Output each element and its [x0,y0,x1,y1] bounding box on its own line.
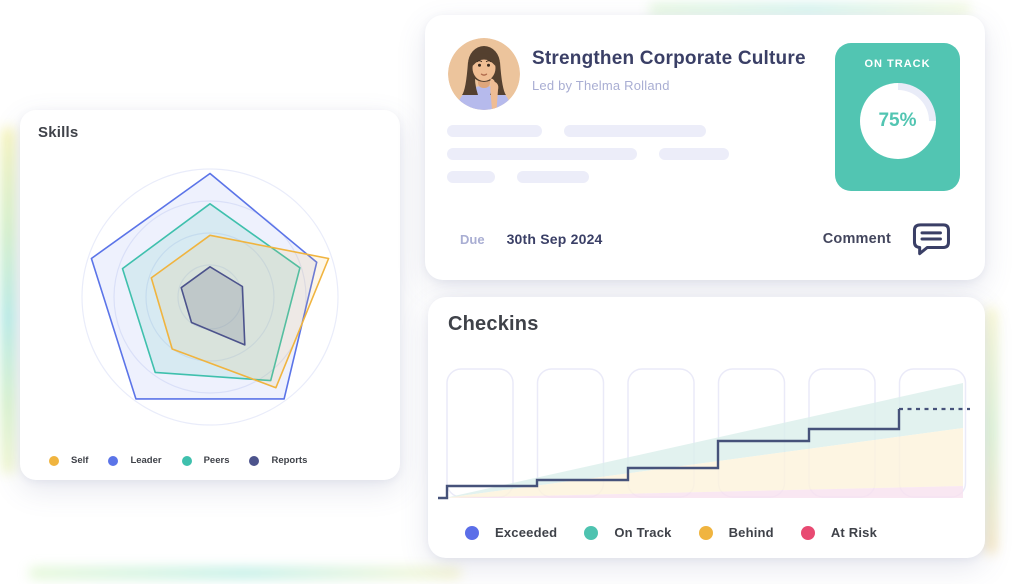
legend-label: Self [71,455,89,466]
legend-item-at-risk: At Risk [800,525,878,540]
placeholder-bar [564,125,706,137]
goal-header: Strengthen Corporate Culture Led by Thel… [448,38,806,110]
skills-card: Skills Self Leader Peers Reports [20,110,400,480]
legend-item-peers: Peers [181,455,230,466]
placeholder-bar [517,171,589,183]
skills-card-title: Skills [38,124,79,141]
at-risk-dot-icon [800,525,815,540]
legend-item-exceeded: Exceeded [465,525,557,540]
on-track-dot-icon [584,525,599,540]
skills-radar-chart [81,168,339,426]
legend-item-behind: Behind [698,525,774,540]
checkins-legend: Exceeded On Track Behind At Risk [465,525,877,540]
placeholder-bar [659,148,729,160]
placeholder-bar [447,171,495,183]
goal-title: Strengthen Corporate Culture [532,48,806,69]
status-label: ON TRACK [864,58,931,70]
skills-legend: Self Leader Peers Reports [49,455,307,466]
goal-titles: Strengthen Corporate Culture Led by Thel… [532,38,806,110]
legend-label: At Risk [830,525,878,540]
goal-description-placeholders [447,125,729,194]
self-dot-icon [49,455,59,466]
legend-item-self: Self [49,455,88,466]
placeholder-row [447,171,729,183]
reports-dot-icon [249,455,260,466]
status-badge: ON TRACK 75% [835,43,960,191]
comment-label: Comment [822,231,891,247]
edge-glow-top [650,5,970,13]
avatar [448,38,520,110]
comment-icon [912,223,950,256]
due-label: Due [460,232,485,247]
edge-glow-left [2,128,14,473]
legend-label: On Track [614,525,672,540]
placeholder-row [447,125,729,137]
avatar-illustration [448,38,520,110]
legend-label: Reports [271,455,308,466]
legend-label: Peers [203,455,230,466]
placeholder-bar [447,148,637,160]
edge-glow-right [986,308,996,553]
goal-subtitle: Led by Thelma Rolland [532,78,670,93]
due-row: Due 30th Sep 2024 [460,231,603,247]
placeholder-bar [447,125,542,137]
progress-ring: 75% [859,83,936,159]
leader-dot-icon [108,455,119,466]
exceeded-dot-icon [465,525,479,540]
behind-dot-icon [698,525,713,540]
legend-label: Exceeded [495,525,558,540]
legend-item-on-track: On Track [584,525,671,540]
goal-card: Strengthen Corporate Culture Led by Thel… [425,15,985,280]
checkins-card: Checkins Exceeded On Track Behind At Ris… [428,297,985,558]
checkins-card-title: Checkins [448,313,539,335]
comment-button[interactable]: Comment [823,222,951,256]
legend-item-reports: Reports [249,455,307,466]
edge-glow-bottom [30,568,460,578]
progress-percent: 75% [866,90,929,152]
legend-label: Behind [728,525,774,540]
checkins-step-chart [438,368,970,500]
due-date: 30th Sep 2024 [506,231,603,247]
legend-item-leader: Leader [108,455,162,466]
peers-dot-icon [181,455,192,466]
placeholder-row [447,148,729,160]
legend-label: Leader [130,455,162,466]
